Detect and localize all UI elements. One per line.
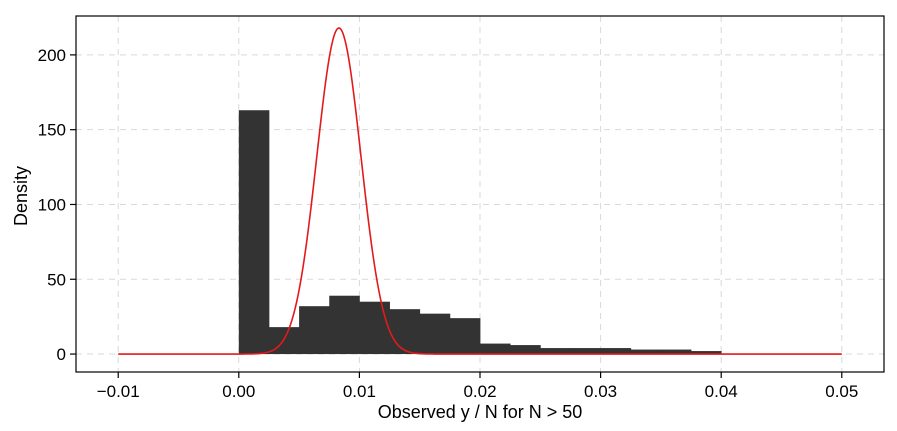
x-tick-label: 0.04 [705,382,738,401]
x-tick-label: −0.01 [97,382,140,401]
histogram-bar [329,295,360,355]
histogram-bars [238,110,722,355]
y-tick-label: 100 [38,195,66,214]
y-tick-label: 50 [47,270,66,289]
x-tick-label: 0.01 [343,382,376,401]
histogram-bar [570,348,601,355]
x-tick-label: 0.00 [222,382,255,401]
histogram-bar [480,343,511,355]
density-curve [118,27,842,355]
histogram-bar [419,313,451,355]
x-tick-label: 0.03 [584,382,617,401]
x-axis-ticks: −0.01 0.00 0.01 0.02 0.03 0.04 0.05 [97,372,858,401]
y-tick-label: 150 [38,121,66,140]
x-tick-label: 0.02 [463,382,496,401]
histogram-bar [299,306,330,355]
histogram-bar [359,301,390,355]
histogram-bar [389,309,421,355]
histogram-bar [691,351,722,355]
histogram-bar [449,318,481,355]
y-axis-ticks: 0 50 100 150 200 [38,46,76,364]
y-axis-label: Density [11,166,31,226]
x-axis-label: Observed y / N for N > 50 [378,402,583,422]
y-tick-label: 200 [38,46,66,65]
histogram-bar [660,349,692,355]
histogram-bar [600,348,632,355]
histogram-bar [238,110,270,355]
histogram-bar [510,345,541,355]
x-tick-label: 0.05 [825,382,858,401]
histogram-bar [540,348,571,355]
histogram-bar [630,349,662,355]
y-tick-label: 0 [57,345,66,364]
